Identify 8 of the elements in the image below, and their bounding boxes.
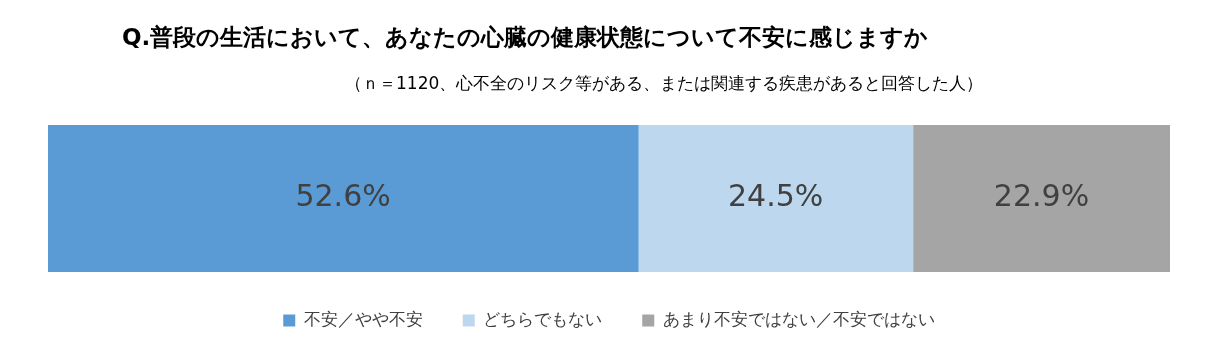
data-label: 22.9% xyxy=(993,178,1090,214)
legend-label: どちらでもない xyxy=(483,308,603,329)
data-label: 24.5% xyxy=(727,178,824,214)
chart-subtitle: （ｎ＝1120、心不全のリスク等がある、または関連する疾患があると回答した人） xyxy=(345,72,984,95)
data-label: 52.6% xyxy=(295,178,391,214)
legend-label: あまり不安ではない／不安ではない xyxy=(662,308,935,329)
legend-label: 不安／やや不安 xyxy=(303,308,423,329)
chart-title: Q.普段の生活において、あなたの心臓の健康状態について不安に感じますか xyxy=(122,23,929,52)
